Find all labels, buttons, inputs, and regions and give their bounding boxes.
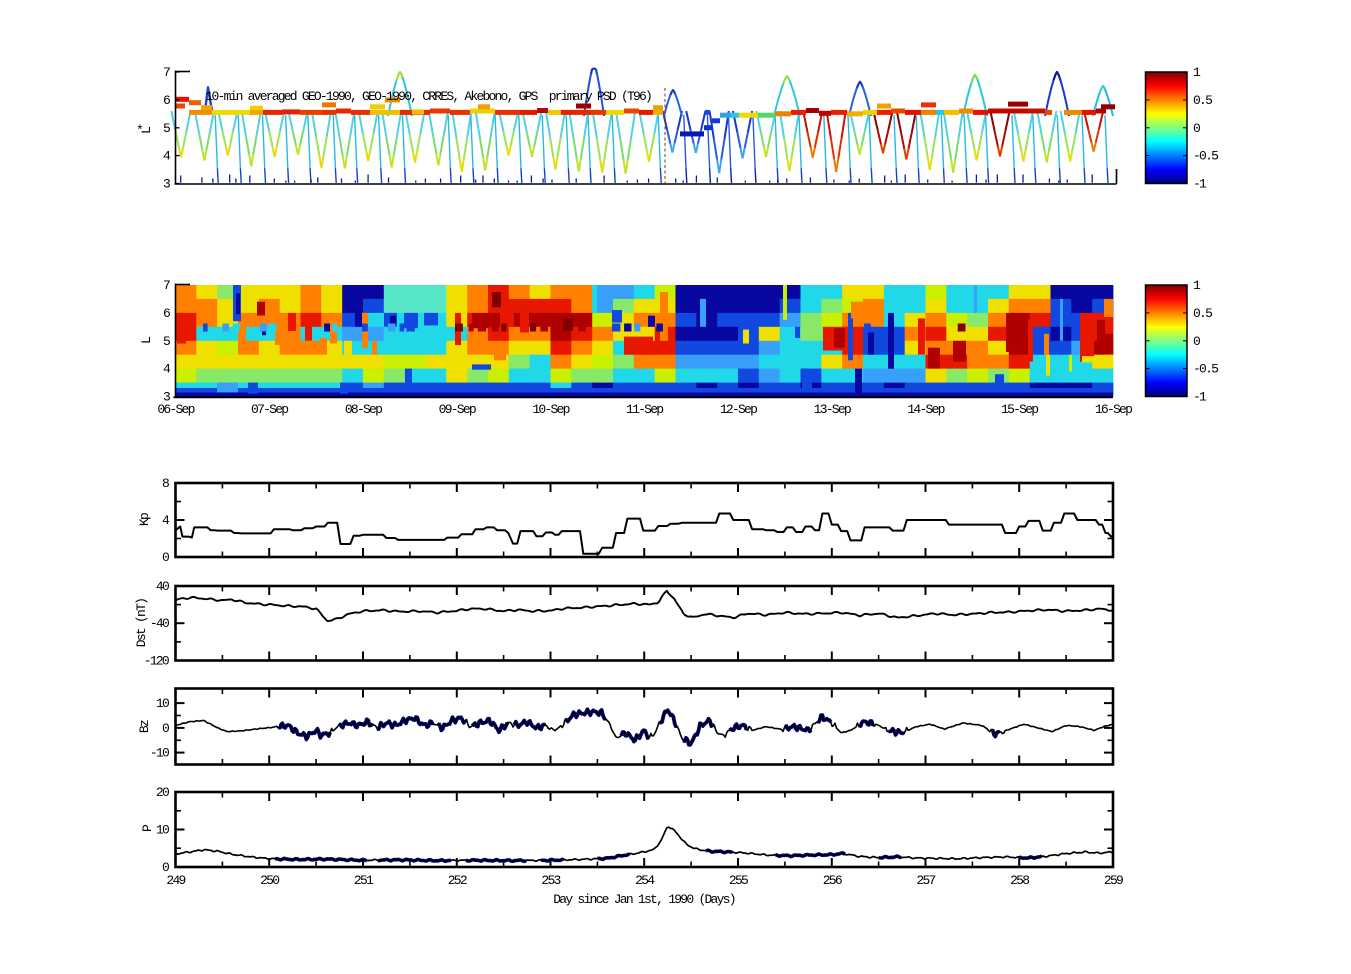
svg-text:L: L <box>139 337 154 344</box>
svg-text:257: 257 <box>916 873 935 888</box>
svg-text:252: 252 <box>448 873 467 888</box>
svg-text:3: 3 <box>163 390 170 405</box>
svg-text:8: 8 <box>162 476 169 491</box>
svg-text:20: 20 <box>156 785 169 800</box>
svg-text:250: 250 <box>260 873 279 888</box>
svg-text:5: 5 <box>163 121 170 136</box>
svg-text:-0.5: -0.5 <box>1193 149 1218 164</box>
svg-text:0.5: 0.5 <box>1193 306 1212 321</box>
svg-text:7: 7 <box>163 278 170 293</box>
svg-text:12-Sep: 12-Sep <box>720 402 757 417</box>
svg-text:0: 0 <box>162 550 169 565</box>
svg-text:11-Sep: 11-Sep <box>626 402 663 417</box>
svg-text:5: 5 <box>163 334 170 349</box>
svg-text:4: 4 <box>163 149 171 164</box>
svg-text:15-Sep: 15-Sep <box>1001 402 1038 417</box>
svg-text:0: 0 <box>1193 334 1200 349</box>
svg-text:6: 6 <box>163 93 170 108</box>
svg-text:*: * <box>136 123 143 138</box>
svg-text:L: L <box>139 127 154 134</box>
svg-text:254: 254 <box>635 873 655 888</box>
svg-text:16-Sep: 16-Sep <box>1095 402 1132 417</box>
svg-text:-10: -10 <box>150 746 169 761</box>
svg-text:07-Sep: 07-Sep <box>251 402 288 417</box>
svg-text:255: 255 <box>729 873 748 888</box>
svg-text:7: 7 <box>163 65 170 80</box>
svg-text:1: 1 <box>1193 278 1201 293</box>
svg-text:249: 249 <box>166 873 185 888</box>
svg-text:0: 0 <box>162 860 169 875</box>
svg-text:Bz: Bz <box>137 720 152 733</box>
svg-text:10-Sep: 10-Sep <box>532 402 569 417</box>
svg-text:256: 256 <box>823 873 842 888</box>
svg-text:Kp: Kp <box>137 513 152 526</box>
svg-text:0: 0 <box>162 721 169 736</box>
svg-text:Day since Jan 1st, 1990 (Days): Day since Jan 1st, 1990 (Days) <box>553 892 735 907</box>
svg-text:6: 6 <box>163 306 170 321</box>
svg-text:13-Sep: 13-Sep <box>814 402 851 417</box>
svg-text:258: 258 <box>1010 873 1029 888</box>
svg-text:09-Sep: 09-Sep <box>439 402 476 417</box>
svg-text:-1: -1 <box>1193 177 1207 192</box>
svg-text:P: P <box>140 824 155 832</box>
svg-text:251: 251 <box>354 873 374 888</box>
svg-text:0.5: 0.5 <box>1193 93 1212 108</box>
svg-text:14-Sep: 14-Sep <box>907 402 944 417</box>
svg-text:3: 3 <box>163 177 170 192</box>
svg-text:10: 10 <box>156 696 169 711</box>
svg-text:-40: -40 <box>150 616 169 631</box>
svg-text:06-Sep: 06-Sep <box>157 402 194 417</box>
svg-text:4: 4 <box>163 362 171 377</box>
svg-text:-120: -120 <box>144 654 169 669</box>
svg-text:4: 4 <box>162 513 170 528</box>
svg-text:-1: -1 <box>1193 390 1207 405</box>
svg-text:253: 253 <box>541 873 560 888</box>
svg-text:0: 0 <box>1193 121 1200 136</box>
svg-text:Dst (nT): Dst (nT) <box>134 599 149 647</box>
svg-text:40: 40 <box>156 579 169 594</box>
svg-text:-0.5: -0.5 <box>1193 362 1218 377</box>
svg-text:10: 10 <box>156 823 169 838</box>
svg-text:1: 1 <box>1193 65 1201 80</box>
svg-text:259: 259 <box>1104 873 1123 888</box>
svg-text:08-Sep: 08-Sep <box>345 402 382 417</box>
svg-text:10-min averaged GEO-1990, GEO-: 10-min averaged GEO-1990, GEO-1990, CRRE… <box>206 89 652 104</box>
